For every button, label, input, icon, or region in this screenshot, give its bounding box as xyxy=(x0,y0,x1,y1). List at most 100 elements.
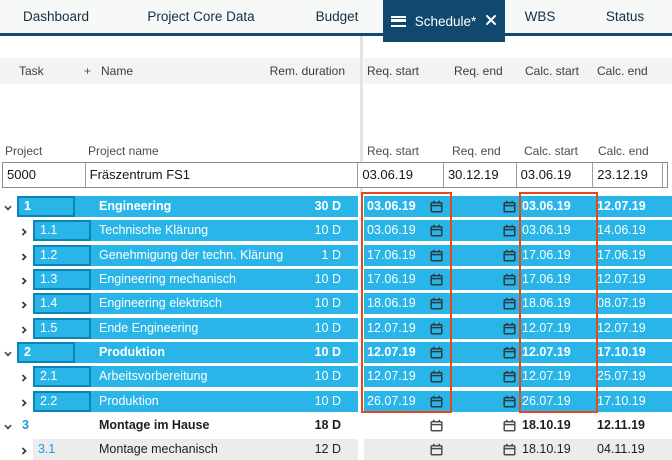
req-start-calendar-icon[interactable] xyxy=(430,346,443,359)
req-end-calendar-icon[interactable] xyxy=(503,443,516,456)
task-number[interactable]: 2.2 xyxy=(33,391,91,412)
task-name[interactable]: Engineering mechanisch xyxy=(99,272,236,286)
req-end-calendar-icon[interactable] xyxy=(503,322,516,335)
remaining-duration: 12 D xyxy=(314,442,341,456)
tab-budget[interactable]: Budget xyxy=(316,0,359,33)
task-name[interactable]: Engineering xyxy=(99,199,172,213)
col-header-calc-start[interactable]: Calc. start xyxy=(525,64,580,78)
chevron-right-icon[interactable] xyxy=(19,324,29,334)
req-end-calendar-icon[interactable] xyxy=(503,297,516,310)
col-header-name[interactable]: Name xyxy=(101,64,134,78)
col-header-task[interactable]: Task xyxy=(19,64,44,78)
req-end-calendar-icon[interactable] xyxy=(503,200,516,213)
chevron-down-icon[interactable] xyxy=(3,421,13,431)
req-start-date[interactable]: 17.06.19 xyxy=(367,272,416,286)
req-start-calendar-icon[interactable] xyxy=(430,395,443,408)
remaining-duration: 10 D xyxy=(314,321,341,335)
project-name-field[interactable]: Fräszentrum FS1 xyxy=(86,163,359,187)
project-req-end-field[interactable]: 30.12.19 xyxy=(444,163,517,187)
task-number[interactable]: 1.2 xyxy=(33,245,91,266)
remaining-duration: 10 D xyxy=(314,345,341,359)
task-name[interactable]: Produktion xyxy=(99,345,165,359)
task-name[interactable]: Montage mechanisch xyxy=(99,442,218,456)
col-header-req-end[interactable]: Req. end xyxy=(454,64,503,78)
chevron-down-icon[interactable] xyxy=(3,348,13,358)
tab-label: Status xyxy=(605,9,645,24)
req-end-calendar-icon[interactable] xyxy=(503,249,516,262)
project-req-start-field[interactable]: 03.06.19 xyxy=(358,163,444,187)
req-start-date[interactable]: 03.06.19 xyxy=(367,223,416,237)
task-number[interactable]: 1 xyxy=(17,196,75,217)
task-name[interactable]: Montage im Hause xyxy=(99,418,210,432)
chevron-right-icon[interactable] xyxy=(19,299,29,309)
req-start-date[interactable]: 12.07.19 xyxy=(367,321,416,335)
task-row: 1 Engineering 30 D 03.06.19 03.06.19 12.07.19 xyxy=(0,196,672,217)
req-start-calendar-icon[interactable] xyxy=(430,273,443,286)
row-right-band: 18.06.19 18.06.19 08.07.19 xyxy=(364,293,672,314)
row-left-band: 1.3 Engineering mechanisch 10 D xyxy=(33,269,358,290)
tab-dashboard[interactable]: Dashboard xyxy=(23,0,89,33)
calc-start-date: 17.06.19 xyxy=(522,248,571,262)
task-number[interactable]: 3 xyxy=(22,418,29,432)
chevron-right-icon[interactable] xyxy=(19,251,29,261)
req-end-calendar-icon[interactable] xyxy=(503,273,516,286)
task-name[interactable]: Engineering elektrisch xyxy=(99,296,222,310)
req-start-calendar-icon[interactable] xyxy=(430,443,443,456)
task-row: 1.1 Technische Klärung 10 D 03.06.19 03.06.1… xyxy=(0,220,672,241)
req-end-calendar-icon[interactable] xyxy=(503,224,516,237)
tab-label: Project Core Data xyxy=(147,9,255,24)
req-end-calendar-icon[interactable] xyxy=(503,346,516,359)
chevron-right-icon[interactable] xyxy=(19,372,29,382)
req-start-date[interactable]: 17.06.19 xyxy=(367,248,416,262)
task-number[interactable]: 2.1 xyxy=(33,366,91,387)
close-icon[interactable] xyxy=(485,14,497,29)
task-number[interactable]: 1.4 xyxy=(33,293,91,314)
req-start-date[interactable]: 18.06.19 xyxy=(367,296,416,310)
req-end-calendar-icon[interactable] xyxy=(503,395,516,408)
task-number[interactable]: 1.5 xyxy=(33,318,91,339)
req-start-date[interactable]: 12.07.19 xyxy=(367,345,416,359)
req-start-calendar-icon[interactable] xyxy=(430,419,443,432)
req-start-calendar-icon[interactable] xyxy=(430,370,443,383)
task-number[interactable]: 1.1 xyxy=(33,220,91,241)
col-header-calc-end[interactable]: Calc. end xyxy=(597,64,648,78)
task-number[interactable]: 1.3 xyxy=(33,269,91,290)
task-name[interactable]: Technische Klärung xyxy=(99,223,209,237)
chevron-right-icon[interactable] xyxy=(19,445,29,455)
col-header-rem-duration[interactable]: Rem. duration xyxy=(269,64,345,78)
chevron-right-icon[interactable] xyxy=(19,275,29,285)
req-start-date[interactable]: 26.07.19 xyxy=(367,394,416,408)
req-start-calendar-icon[interactable] xyxy=(430,249,443,262)
req-end-calendar-icon[interactable] xyxy=(503,419,516,432)
req-start-calendar-icon[interactable] xyxy=(430,200,443,213)
req-start-calendar-icon[interactable] xyxy=(430,224,443,237)
calc-end-date: 17.10.19 xyxy=(597,345,646,359)
tab-project-core-data[interactable]: Project Core Data xyxy=(147,0,254,33)
calc-start-date: 12.07.19 xyxy=(522,369,571,383)
task-name[interactable]: Genehmigung der techn. Klärung xyxy=(99,248,284,262)
chevron-right-icon[interactable] xyxy=(19,397,29,407)
task-number[interactable]: 2 xyxy=(17,342,75,363)
column-splitter[interactable] xyxy=(360,36,363,196)
task-number[interactable]: 3.1 xyxy=(38,442,56,456)
task-name[interactable]: Produktion xyxy=(99,394,159,408)
row-right-band: 03.06.19 03.06.19 12.07.19 xyxy=(364,196,672,217)
chevron-right-icon[interactable] xyxy=(19,226,29,236)
req-start-date[interactable]: 12.07.19 xyxy=(367,369,416,383)
task-name[interactable]: Arbeitsvorbereitung xyxy=(99,369,208,383)
menu-icon[interactable] xyxy=(390,15,406,27)
tab-wbs[interactable]: WBS xyxy=(525,0,556,33)
col-header-req-start[interactable]: Req. start xyxy=(367,64,420,78)
project-id-field[interactable]: 5000 xyxy=(3,163,86,187)
req-start-calendar-icon[interactable] xyxy=(430,322,443,335)
req-start-calendar-icon[interactable] xyxy=(430,297,443,310)
tab-status[interactable]: Status xyxy=(606,0,644,33)
remaining-duration: 10 D xyxy=(314,223,341,237)
req-start-date[interactable]: 03.06.19 xyxy=(367,199,416,213)
chevron-down-icon[interactable] xyxy=(3,202,13,212)
task-row: 2.1 Arbeitsvorbereitung 10 D 12.07.19 12.07.… xyxy=(0,366,672,387)
add-column-icon[interactable]: + xyxy=(84,64,92,78)
task-name[interactable]: Ende Engineering xyxy=(99,321,199,335)
req-end-calendar-icon[interactable] xyxy=(503,370,516,383)
row-left-band: 1.5 Ende Engineering 10 D xyxy=(33,318,358,339)
